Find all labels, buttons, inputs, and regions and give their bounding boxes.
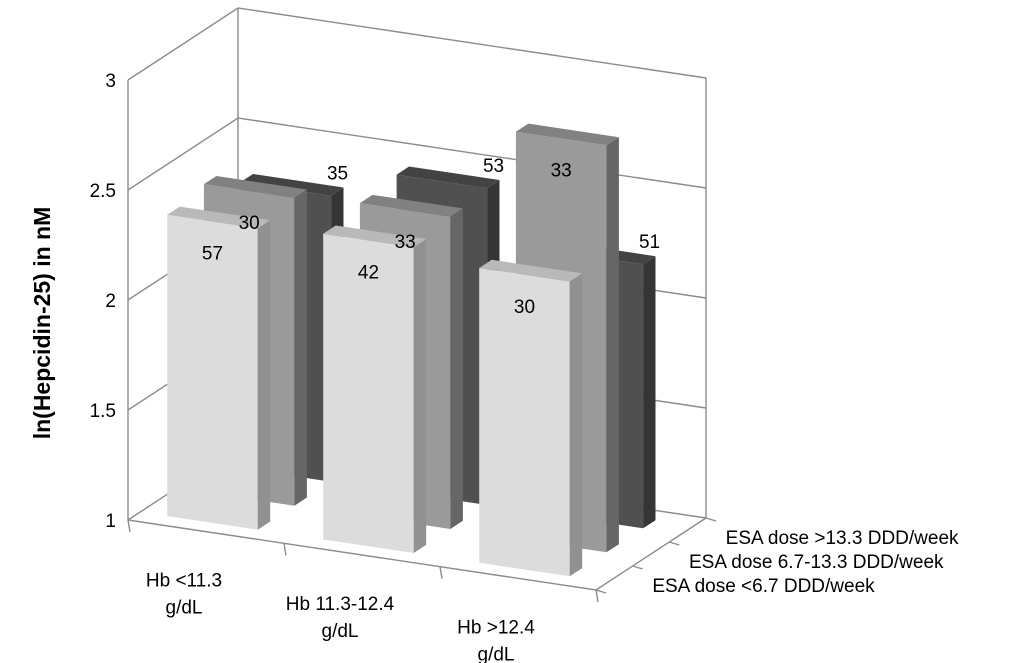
data-label: 33 <box>551 161 572 182</box>
labels-layer: 1 1.5 2 2.5 3 Hb <11.3 g/dL Hb 11.3-12.4 g/dL Hb … <box>90 71 959 663</box>
data-label: 57 <box>202 244 223 265</box>
bar-side <box>450 208 463 529</box>
y-tick-label: 2.5 <box>90 181 116 202</box>
bar-front <box>323 233 414 553</box>
grid-layer <box>127 7 717 603</box>
bar-side <box>294 189 307 506</box>
bar-top <box>515 123 619 146</box>
bar-top <box>479 259 583 282</box>
bar-side <box>569 273 583 577</box>
y-tick-label: 1 <box>105 511 116 532</box>
bar <box>167 206 271 530</box>
depth-tick <box>705 517 717 522</box>
x-tick <box>595 589 599 603</box>
depth-tick <box>669 541 680 546</box>
x-tick <box>283 543 287 556</box>
bar-top <box>240 174 344 196</box>
x-tick <box>439 566 443 579</box>
bar-top <box>323 225 427 248</box>
x-tick-label: Hb 11.3-12.4 g/dL <box>286 594 395 642</box>
bar-front <box>167 214 258 530</box>
x-tick <box>127 519 131 533</box>
data-label: 35 <box>327 164 348 185</box>
depth-tick <box>595 589 607 594</box>
bar-side <box>413 239 427 553</box>
bar-side <box>606 137 619 553</box>
bar <box>479 259 583 577</box>
data-label: 42 <box>358 262 379 283</box>
data-label: 51 <box>639 232 660 253</box>
x-tick-label: Hb <11.3 g/dL <box>146 571 222 619</box>
bar-side <box>257 220 271 530</box>
bar-top <box>396 166 500 189</box>
x-tick-label: Hb >12.4 g/dL <box>457 617 535 663</box>
legend-label: ESA dose 6.7-13.3 DDD/week <box>689 552 944 573</box>
y-axis-label: ln(Hepcidin-25) in nM <box>29 207 55 440</box>
bar-front <box>479 268 570 577</box>
data-label: 30 <box>239 213 260 234</box>
data-label: 33 <box>395 232 416 253</box>
data-label: 30 <box>514 297 535 318</box>
bars-layer <box>167 123 656 577</box>
legend-label: ESA dose >13.3 DDD/week <box>726 528 959 549</box>
bar-top <box>203 176 307 198</box>
bar <box>323 225 427 553</box>
y-tick-label: 3 <box>105 71 116 92</box>
bar-top <box>167 206 271 229</box>
depth-tick <box>632 565 643 570</box>
y-tick-label: 2 <box>105 291 116 312</box>
bar-top <box>359 194 463 217</box>
data-label: 53 <box>483 156 504 177</box>
y-tick-label: 1.5 <box>90 401 116 422</box>
gridline <box>127 7 707 81</box>
bar-side <box>643 256 656 529</box>
legend-label: ESA dose <6.7 DDD/week <box>652 576 875 597</box>
